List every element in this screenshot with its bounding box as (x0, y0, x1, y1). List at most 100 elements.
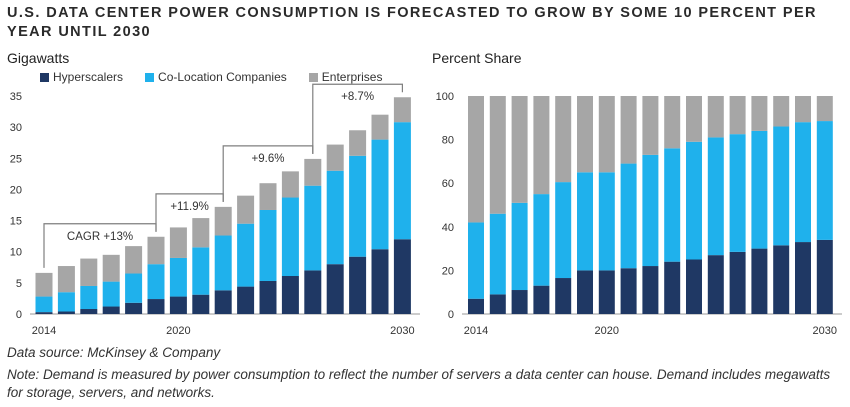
y-tick-label-gw-10: 10 (10, 247, 22, 259)
legend-swatch-colocation (145, 72, 155, 82)
y-tick-label-pct-60: 60 (442, 178, 454, 190)
bar-pct-2027-hyperscalers (751, 248, 768, 314)
bar-pct-2028-hyperscalers (773, 245, 790, 314)
bar-pct-2027-co-location-companies (751, 130, 768, 249)
bar-pct-2015-co-location-companies (489, 213, 506, 295)
bar-pct-2022-co-location-companies (642, 154, 659, 267)
y-tick-label-gw-25: 25 (10, 153, 22, 165)
right-panel-label: Percent Share (432, 50, 522, 66)
growth-label-2: +9.6% (252, 153, 285, 165)
bar-pct-2026-enterprises (729, 96, 746, 135)
bar-gw-2022-co-location-companies (214, 235, 232, 291)
y-tick-label-pct-40: 40 (442, 222, 454, 234)
chart-note: Note: Demand is measured by power consum… (7, 367, 831, 400)
bar-pct-2016-enterprises (511, 96, 528, 203)
bar-gw-2015-co-location-companies (57, 292, 75, 312)
bar-gw-2023-enterprises (237, 195, 255, 224)
bar-pct-2018-co-location-companies (555, 182, 572, 279)
legend-item-colocation: Co-Location Companies (145, 70, 287, 84)
left-panel-label: Gigawatts (7, 50, 70, 66)
x-tick-label-gw-2014: 2014 (32, 325, 56, 337)
bar-gw-2028-co-location-companies (349, 155, 367, 257)
bar-gw-2022-enterprises (214, 206, 232, 236)
bar-pct-2018-enterprises (555, 96, 572, 183)
bar-gw-2018-co-location-companies (125, 273, 143, 303)
bar-pct-2017-enterprises (533, 96, 550, 195)
x-tick-label-gw-2020: 2020 (166, 325, 190, 337)
bar-pct-2023-enterprises (664, 96, 681, 149)
bar-pct-2015-enterprises (489, 96, 506, 214)
bar-gw-2020-co-location-companies (169, 257, 187, 297)
bar-gw-2017-enterprises (102, 254, 120, 282)
bar-pct-2029-hyperscalers (795, 242, 811, 314)
bar-pct-2019-enterprises (577, 96, 593, 173)
bar-pct-2020-hyperscalers (598, 270, 615, 314)
bar-pct-2020-enterprises (598, 96, 615, 173)
bar-gw-2027-enterprises (326, 144, 344, 171)
bar-pct-2021-co-location-companies (620, 163, 637, 269)
y-tick-label-gw-20: 20 (10, 184, 22, 196)
legend: Hyperscalers Co-Location Companies Enter… (40, 70, 382, 84)
bar-pct-2022-enterprises (642, 96, 659, 155)
bar-pct-2028-enterprises (773, 96, 790, 127)
bar-gw-2018-hyperscalers (125, 302, 143, 314)
bar-gw-2026-hyperscalers (304, 270, 322, 314)
bar-gw-2023-hyperscalers (237, 286, 255, 314)
bar-gw-2018-enterprises (125, 246, 143, 274)
bar-pct-2030-co-location-companies (816, 121, 833, 240)
legend-label-colocation: Co-Location Companies (158, 70, 287, 84)
y-tick-label-pct-100: 100 (436, 91, 454, 103)
bar-gw-2028-enterprises (349, 130, 367, 156)
bar-gw-2026-co-location-companies (304, 185, 322, 271)
bar-gw-2030-hyperscalers (393, 239, 411, 314)
charts-canvas: 0 5 10 15 20 25 30 35 2014 2020 2030 CAGR +13% +11.9… (10, 83, 842, 337)
bar-gw-2015-enterprises (57, 266, 75, 293)
bar-gw-2027-co-location-companies (326, 170, 344, 265)
bar-pct-2016-co-location-companies (511, 202, 528, 291)
bar-pct-2027-enterprises (751, 96, 768, 131)
legend-label-enterprises: Enterprises (321, 70, 383, 84)
bar-pct-2016-hyperscalers (511, 290, 528, 314)
bar-gw-2017-co-location-companies (102, 281, 120, 307)
bar-pct-2024-hyperscalers (686, 259, 702, 314)
bar-gw-2025-enterprises (281, 171, 299, 198)
bar-pct-2025-hyperscalers (707, 255, 724, 314)
bar-pct-2029-enterprises (795, 96, 811, 123)
bar-pct-2021-enterprises (620, 96, 637, 164)
bar-gw-2028-hyperscalers (349, 256, 367, 314)
bar-pct-2023-hyperscalers (664, 261, 681, 314)
bar-pct-2017-hyperscalers (533, 285, 550, 314)
growth-bracket-3 (312, 83, 403, 154)
bar-gw-2025-co-location-companies (281, 197, 299, 277)
y-tick-label-pct-0: 0 (448, 309, 454, 321)
bar-gw-2016-enterprises (80, 258, 98, 286)
bar-pct-2014-enterprises (468, 96, 484, 223)
bar-pct-2024-co-location-companies (686, 141, 702, 260)
bar-gw-2030-co-location-companies (393, 122, 411, 240)
bar-pct-2022-hyperscalers (642, 266, 659, 314)
bar-pct-2019-co-location-companies (577, 172, 593, 271)
bar-pct-2025-enterprises (707, 96, 724, 138)
y-tick-label-gw-0: 0 (16, 309, 22, 321)
bar-pct-2029-co-location-companies (795, 122, 811, 243)
bar-pct-2026-hyperscalers (729, 251, 746, 314)
bar-pct-2015-hyperscalers (489, 294, 506, 314)
bar-gw-2025-hyperscalers (281, 276, 299, 314)
legend-item-enterprises: Enterprises (308, 70, 383, 84)
bar-pct-2030-enterprises (816, 96, 833, 122)
bar-gw-2026-enterprises (304, 158, 322, 186)
bar-pct-2021-hyperscalers (620, 268, 637, 314)
legend-swatch-hyperscalers (40, 72, 49, 82)
bar-gw-2020-hyperscalers (169, 296, 187, 314)
x-tick-label-pct-2030: 2030 (813, 325, 837, 337)
bar-gw-2024-hyperscalers (259, 280, 277, 314)
bar-gw-2014-hyperscalers (35, 312, 53, 314)
bar-gw-2016-co-location-companies (80, 285, 98, 310)
x-tick-label-pct-2014: 2014 (464, 325, 488, 337)
bar-gw-2014-co-location-companies (35, 296, 53, 313)
y-tick-label-pct-20: 20 (442, 265, 454, 277)
growth-label-1: +11.9% (170, 201, 208, 213)
bar-gw-2024-co-location-companies (259, 209, 277, 281)
growth-label-3: +8.7% (341, 91, 374, 103)
bar-pct-2030-hyperscalers (816, 239, 833, 314)
